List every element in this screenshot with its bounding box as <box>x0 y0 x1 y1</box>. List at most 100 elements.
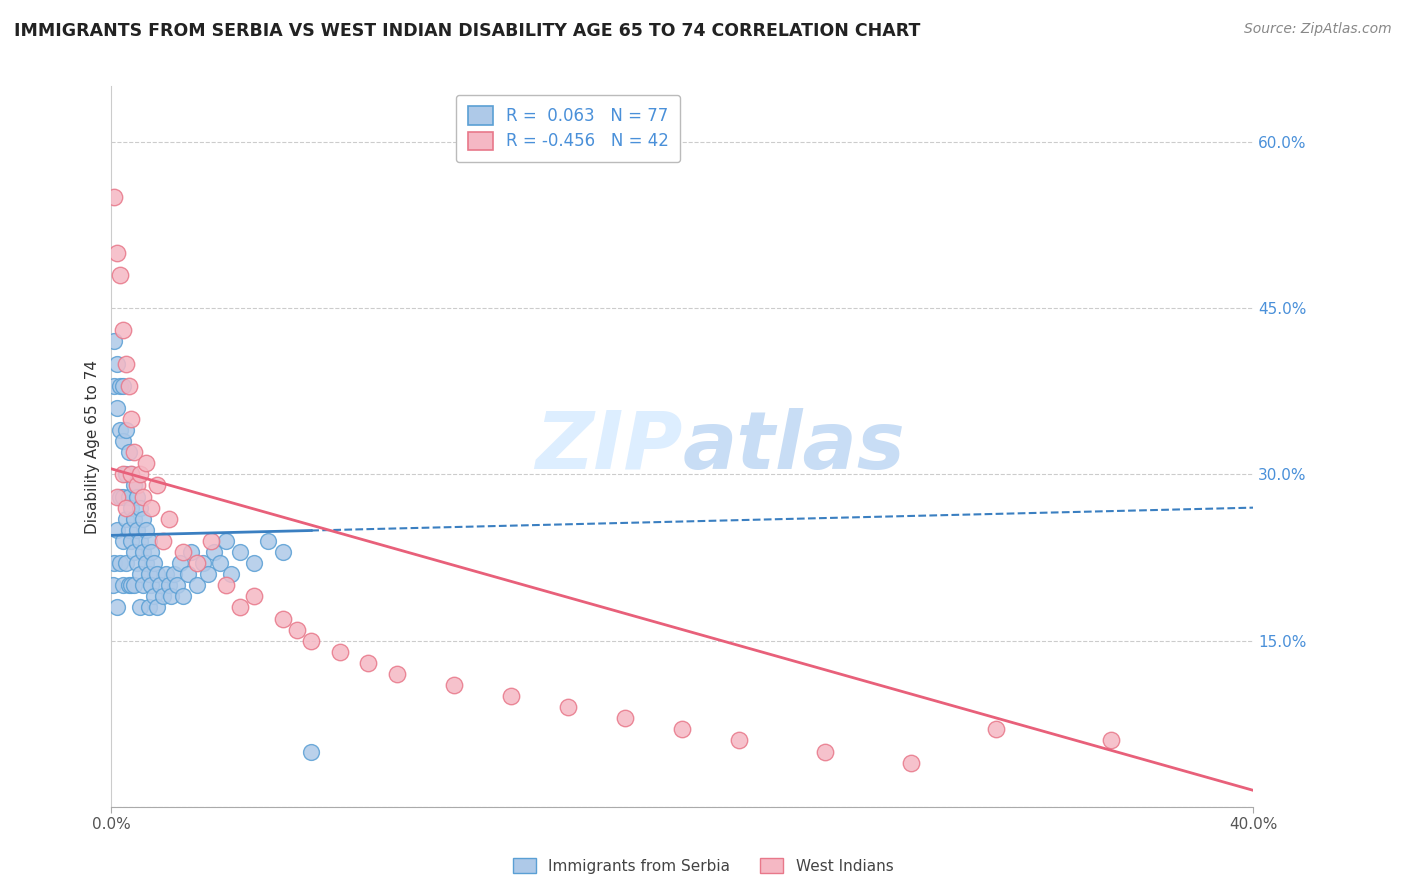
Point <box>129 533 152 548</box>
Point <box>105 245 128 260</box>
Point <box>114 467 136 482</box>
Point <box>135 456 157 470</box>
Point <box>129 467 152 482</box>
Point <box>155 567 177 582</box>
Point <box>202 545 225 559</box>
Point <box>117 378 139 392</box>
Point <box>172 545 194 559</box>
Point <box>127 490 149 504</box>
Point <box>122 478 145 492</box>
Point <box>221 567 243 582</box>
Point <box>129 567 152 582</box>
Point <box>117 490 139 504</box>
Point <box>557 700 579 714</box>
Point <box>111 434 134 449</box>
Point <box>152 533 174 548</box>
Point <box>443 678 465 692</box>
Legend: R =  0.063   N = 77, R = -0.456   N = 42: R = 0.063 N = 77, R = -0.456 N = 42 <box>456 95 681 162</box>
Point <box>127 478 149 492</box>
Point <box>329 645 352 659</box>
Point <box>117 523 139 537</box>
Point <box>157 512 180 526</box>
Point <box>132 512 155 526</box>
Point <box>111 578 134 592</box>
Point <box>111 467 134 482</box>
Point <box>197 567 219 582</box>
Point <box>1099 733 1122 747</box>
Point <box>101 578 124 592</box>
Point <box>141 578 163 592</box>
Point <box>132 578 155 592</box>
Point <box>214 578 236 592</box>
Point <box>177 567 200 582</box>
Point <box>814 745 837 759</box>
Point <box>129 600 152 615</box>
Point <box>728 733 751 747</box>
Point <box>103 378 125 392</box>
Point <box>357 656 380 670</box>
Point <box>143 590 166 604</box>
Text: atlas: atlas <box>682 408 905 485</box>
Point <box>105 490 128 504</box>
Text: IMMIGRANTS FROM SERBIA VS WEST INDIAN DISABILITY AGE 65 TO 74 CORRELATION CHART: IMMIGRANTS FROM SERBIA VS WEST INDIAN DI… <box>14 22 921 40</box>
Point <box>111 490 134 504</box>
Point <box>146 478 169 492</box>
Point <box>127 556 149 570</box>
Point <box>103 334 125 349</box>
Point <box>108 378 131 392</box>
Point <box>214 533 236 548</box>
Point <box>132 490 155 504</box>
Point <box>127 523 149 537</box>
Point <box>120 412 142 426</box>
Point <box>111 323 134 337</box>
Point <box>143 556 166 570</box>
Point <box>900 756 922 770</box>
Point <box>114 556 136 570</box>
Point <box>146 567 169 582</box>
Point <box>986 723 1008 737</box>
Point <box>499 689 522 703</box>
Point <box>169 556 191 570</box>
Point <box>108 556 131 570</box>
Point <box>111 378 134 392</box>
Point <box>117 445 139 459</box>
Point <box>180 545 202 559</box>
Legend: Immigrants from Serbia, West Indians: Immigrants from Serbia, West Indians <box>506 852 900 880</box>
Point <box>141 500 163 515</box>
Point <box>200 533 222 548</box>
Point <box>243 556 266 570</box>
Point <box>152 590 174 604</box>
Text: ZIP: ZIP <box>534 408 682 485</box>
Point <box>122 445 145 459</box>
Point <box>120 533 142 548</box>
Point <box>120 578 142 592</box>
Point <box>138 567 160 582</box>
Point <box>108 490 131 504</box>
Point <box>671 723 693 737</box>
Point <box>122 578 145 592</box>
Point <box>186 556 208 570</box>
Point <box>108 423 131 437</box>
Point <box>257 533 280 548</box>
Point <box>138 533 160 548</box>
Point <box>157 578 180 592</box>
Point <box>172 590 194 604</box>
Point <box>166 578 188 592</box>
Point <box>135 556 157 570</box>
Point <box>186 578 208 592</box>
Point <box>160 590 183 604</box>
Point <box>120 467 142 482</box>
Point <box>105 357 128 371</box>
Point <box>132 545 155 559</box>
Point <box>163 567 186 582</box>
Point <box>103 556 125 570</box>
Point <box>299 745 322 759</box>
Point <box>208 556 231 570</box>
Point <box>117 578 139 592</box>
Point <box>271 545 294 559</box>
Point <box>114 423 136 437</box>
Point <box>229 600 252 615</box>
Point <box>103 190 125 204</box>
Text: Source: ZipAtlas.com: Source: ZipAtlas.com <box>1244 22 1392 37</box>
Point <box>191 556 214 570</box>
